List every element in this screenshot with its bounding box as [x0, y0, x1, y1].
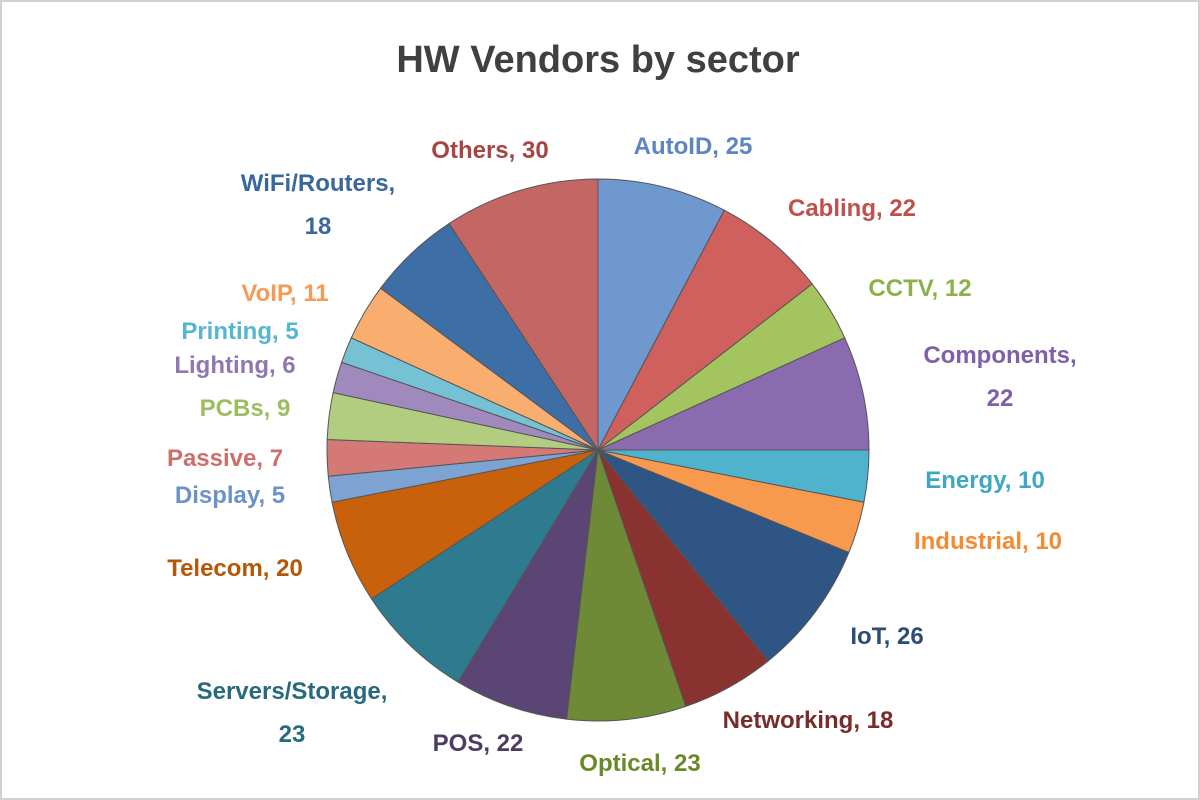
pie-slice: [597, 178, 725, 451]
data-label: Printing, 5: [181, 318, 298, 345]
data-label: Optical, 23: [579, 750, 700, 777]
data-label-line: Telecom, 20: [167, 555, 303, 582]
pie-slice: [370, 449, 599, 683]
chart-title: HW Vendors by sector: [396, 39, 800, 81]
data-label: Components, 22: [923, 342, 1076, 412]
data-label-line: Printing, 5: [181, 318, 298, 345]
data-label: VoIP, 11: [241, 280, 328, 307]
data-label-line: Servers/Storage,: [197, 678, 388, 705]
data-label: CCTV, 12: [868, 275, 971, 302]
data-label-line: CCTV, 12: [868, 275, 971, 302]
data-label-line: 22: [987, 385, 1014, 412]
data-label-line: Others, 30: [431, 137, 548, 164]
pie-slice: [597, 449, 850, 662]
data-label-line: AutoID, 25: [634, 133, 753, 160]
data-label: AutoID, 25: [634, 133, 753, 160]
data-label-line: Components,: [923, 342, 1076, 369]
data-label: WiFi/Routers, 18: [241, 170, 395, 240]
data-label-line: Passive, 7: [167, 445, 283, 472]
data-label-line: Lighting, 6: [174, 352, 295, 379]
data-label: Display, 5: [175, 482, 285, 509]
data-label-line: PCBs, 9: [200, 395, 291, 422]
data-label: Servers/Storage, 23: [197, 678, 388, 748]
data-label-line: VoIP, 11: [241, 280, 328, 307]
data-label-line: POS, 22: [433, 730, 524, 757]
data-label-line: IoT, 26: [850, 623, 923, 650]
data-label: Cabling, 22: [788, 195, 916, 222]
data-label: POS, 22: [433, 730, 524, 757]
pie-slice: [448, 178, 599, 452]
data-label-line: Display, 5: [175, 482, 285, 509]
data-label-line: Optical, 23: [579, 750, 700, 777]
data-label: PCBs, 9: [200, 395, 291, 422]
pie-slice: [597, 209, 813, 451]
pie-slice: [565, 449, 687, 722]
data-label: Passive, 7: [167, 445, 283, 472]
data-label-line: Networking, 18: [723, 707, 894, 734]
pie-slice: [457, 449, 599, 720]
data-label: Telecom, 20: [167, 555, 303, 582]
data-label: Lighting, 6: [174, 352, 295, 379]
data-label: Networking, 18: [723, 707, 894, 734]
data-label-line: Industrial, 10: [914, 528, 1062, 555]
data-label: Energy, 10: [925, 467, 1045, 494]
pie-slice: [597, 337, 870, 451]
data-label: Others, 30: [431, 137, 548, 164]
data-label-line: Energy, 10: [925, 467, 1045, 494]
data-label-line: WiFi/Routers,: [241, 170, 395, 197]
data-label-line: Cabling, 22: [788, 195, 916, 222]
data-label: Industrial, 10: [914, 528, 1062, 555]
data-label-line: 23: [279, 721, 306, 748]
data-label: IoT, 26: [850, 623, 923, 650]
data-label-line: 18: [305, 213, 332, 240]
